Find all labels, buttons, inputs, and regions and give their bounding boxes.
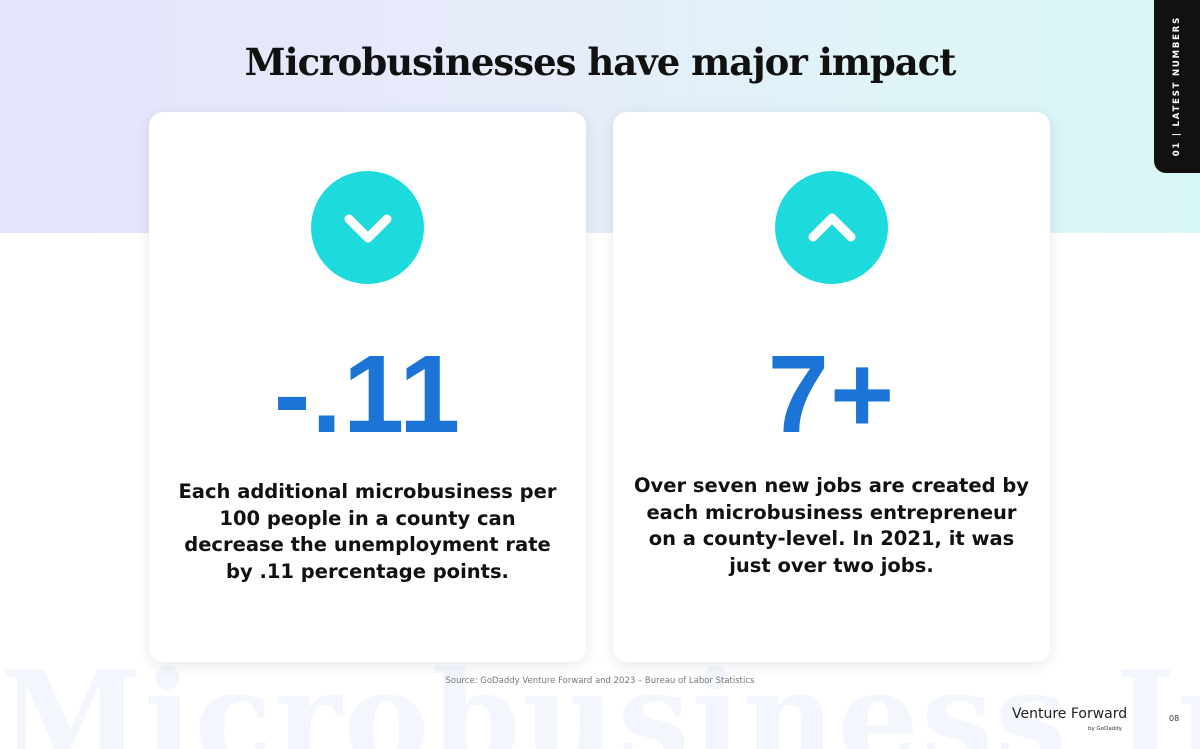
watermark-text: Microbusiness Impact <box>0 655 1200 749</box>
chevron-down-badge <box>311 171 424 284</box>
stat-description: Each additional microbusiness per 100 pe… <box>178 480 557 583</box>
stat-description: Over seven new jobs are created by each … <box>633 474 1030 577</box>
brand-logo-text: Venture Forward <box>1012 706 1128 722</box>
chevron-up-icon <box>808 213 855 241</box>
stat-card-jobs: 7+ Over seven new jobs are created by ea… <box>613 112 1050 662</box>
stat-value: -.11 <box>273 333 462 456</box>
chevron-down-icon <box>344 214 391 242</box>
slide-title: Microbusinesses have major impact <box>244 40 957 84</box>
source-citation: Source: GoDaddy Venture Forward and 2023… <box>445 676 755 686</box>
page-number: 08 <box>1169 714 1180 723</box>
stat-card-unemployment: -.11 Each additional microbusiness per 1… <box>149 112 586 662</box>
stat-value: 7+ <box>767 333 896 456</box>
chevron-up-badge <box>775 171 888 284</box>
section-tab-label: 01 | LATEST NUMBERS <box>1172 16 1182 157</box>
section-tab: 01 | LATEST NUMBERS <box>1154 0 1200 173</box>
brand-byline: by GoDaddy <box>1088 726 1122 732</box>
